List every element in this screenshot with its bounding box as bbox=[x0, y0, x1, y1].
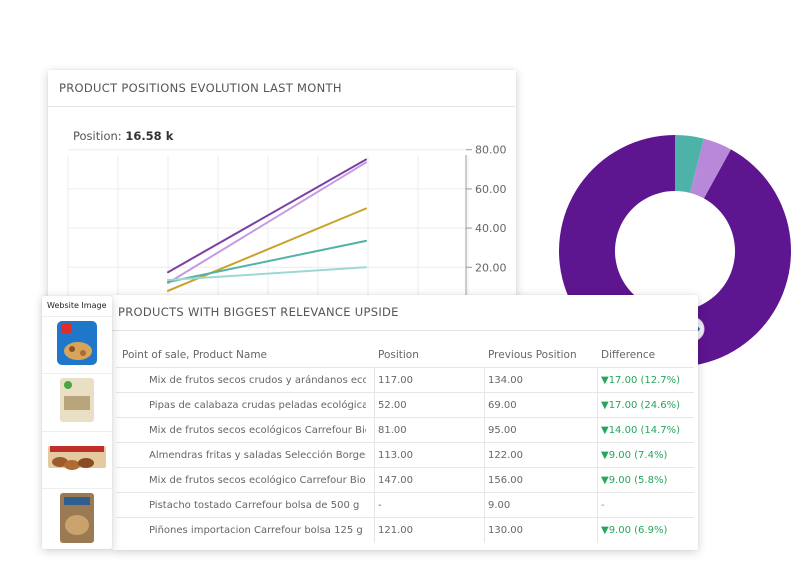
product-thumbnail[interactable] bbox=[42, 488, 112, 543]
series-line-4[interactable] bbox=[167, 239, 367, 283]
nuts-bag-image-1 bbox=[57, 321, 97, 365]
difference-cell: ▼17.00 (12.7%) bbox=[601, 375, 681, 386]
column-separator bbox=[597, 493, 598, 518]
column-separator bbox=[374, 393, 375, 418]
y-tick-label: 20.00 bbox=[475, 261, 507, 274]
previous-position-cell: 156.00 bbox=[488, 475, 523, 486]
position-summary: Position: 16.58 k bbox=[73, 129, 173, 143]
column-separator bbox=[597, 418, 598, 443]
column-separator bbox=[374, 493, 375, 518]
previous-position-cell: 130.00 bbox=[488, 525, 523, 536]
website-image-header: Website Image bbox=[47, 301, 107, 310]
header-previous-position[interactable]: Previous Position bbox=[488, 349, 577, 361]
table-row[interactable]: Mix de frutos secos ecológicos Carrefour… bbox=[116, 417, 694, 443]
position-label: Position: bbox=[73, 129, 122, 143]
difference-cell: ▼9.00 (6.9%) bbox=[601, 525, 668, 536]
column-separator bbox=[484, 468, 485, 493]
product-thumbnail[interactable] bbox=[42, 316, 112, 366]
previous-position-cell: 9.00 bbox=[488, 500, 511, 511]
column-separator bbox=[597, 468, 598, 493]
position-cell: 147.00 bbox=[378, 475, 413, 486]
table-row[interactable]: Pistacho tostado Carrefour bolsa de 500 … bbox=[116, 492, 694, 518]
product-thumbnail[interactable] bbox=[42, 431, 112, 481]
almonds-pack-image bbox=[48, 446, 106, 470]
table-title: PRODUCTS WITH BIGGEST RELEVANCE UPSIDE bbox=[118, 305, 399, 319]
header-product-name[interactable]: Point of sale, Product Name bbox=[122, 349, 268, 361]
product-name-cell: Almendras fritas y saladas Selección Bor… bbox=[149, 450, 366, 461]
table-row[interactable]: Pipas de calabaza crudas peladas ecológi… bbox=[116, 392, 694, 418]
product-name-cell: Pipas de calabaza crudas peladas ecológi… bbox=[149, 400, 366, 411]
column-separator bbox=[374, 368, 375, 393]
previous-position-cell: 95.00 bbox=[488, 425, 517, 436]
column-separator bbox=[374, 468, 375, 493]
column-separator bbox=[374, 418, 375, 443]
chart-edge bbox=[515, 70, 516, 340]
previous-position-cell: 134.00 bbox=[488, 375, 523, 386]
previous-position-cell: 122.00 bbox=[488, 450, 523, 461]
column-separator bbox=[484, 493, 485, 518]
donut-slice-3[interactable] bbox=[675, 135, 704, 193]
previous-position-cell: 69.00 bbox=[488, 400, 517, 411]
y-tick-label: 40.00 bbox=[475, 222, 507, 235]
series-line-5[interactable] bbox=[167, 266, 367, 282]
column-separator bbox=[484, 443, 485, 468]
y-tick-label: 80.00 bbox=[475, 144, 507, 157]
table-row[interactable]: Mix de frutos secos ecológico Carrefour … bbox=[116, 467, 694, 493]
column-separator bbox=[484, 518, 485, 543]
column-separator bbox=[374, 518, 375, 543]
position-cell: 121.00 bbox=[378, 525, 413, 536]
difference-cell: ▼9.00 (5.8%) bbox=[601, 475, 668, 486]
website-image-column: Website Image bbox=[42, 296, 112, 549]
position-cell: 52.00 bbox=[378, 400, 407, 411]
relevance-table-card: PRODUCTS WITH BIGGEST RELEVANCE UPSIDE P… bbox=[112, 295, 698, 550]
product-thumbnail[interactable] bbox=[42, 373, 112, 423]
column-separator bbox=[597, 443, 598, 468]
position-cell: 113.00 bbox=[378, 450, 413, 461]
difference-cell: - bbox=[601, 500, 605, 511]
column-separator bbox=[597, 393, 598, 418]
donut-slice-2[interactable] bbox=[689, 138, 731, 199]
product-name-cell: Mix de frutos secos crudos y arándanos e… bbox=[149, 375, 366, 386]
series-line-2[interactable] bbox=[167, 161, 367, 284]
difference-cell: ▼14.00 (14.7%) bbox=[601, 425, 681, 436]
column-separator bbox=[597, 368, 598, 393]
table-divider bbox=[112, 330, 698, 331]
y-tick-label: 60.00 bbox=[475, 183, 507, 196]
chart-divider bbox=[48, 106, 516, 107]
series-line-1[interactable] bbox=[167, 158, 367, 274]
column-separator bbox=[374, 443, 375, 468]
product-name-cell: Pistacho tostado Carrefour bolsa de 500 … bbox=[149, 500, 360, 511]
position-value: 16.58 k bbox=[125, 129, 174, 143]
position-cell: 117.00 bbox=[378, 375, 413, 386]
difference-cell: ▼17.00 (24.6%) bbox=[601, 400, 681, 411]
table-row[interactable]: Mix de frutos secos crudos y arándanos e… bbox=[116, 367, 694, 393]
position-cell: 81.00 bbox=[378, 425, 407, 436]
difference-cell: ▼9.00 (7.4%) bbox=[601, 450, 668, 461]
nuts-bag-image-2 bbox=[60, 493, 94, 543]
seeds-bag-image bbox=[60, 378, 94, 422]
product-name-cell: Piñones importacion Carrefour bolsa 125 … bbox=[149, 525, 363, 536]
position-cell: - bbox=[378, 500, 382, 511]
header-position[interactable]: Position bbox=[378, 349, 419, 361]
table-row[interactable]: Piñones importacion Carrefour bolsa 125 … bbox=[116, 517, 694, 543]
product-name-cell: Mix de frutos secos ecológico Carrefour … bbox=[149, 475, 366, 486]
table-row[interactable]: Almendras fritas y saladas Selección Bor… bbox=[116, 442, 694, 468]
product-name-cell: Mix de frutos secos ecológicos Carrefour… bbox=[149, 425, 366, 436]
column-separator bbox=[484, 368, 485, 393]
column-separator bbox=[484, 418, 485, 443]
column-separator bbox=[484, 393, 485, 418]
header-difference[interactable]: Difference bbox=[601, 349, 656, 361]
chart-title: PRODUCT POSITIONS EVOLUTION LAST MONTH bbox=[59, 81, 342, 95]
column-separator bbox=[597, 518, 598, 543]
